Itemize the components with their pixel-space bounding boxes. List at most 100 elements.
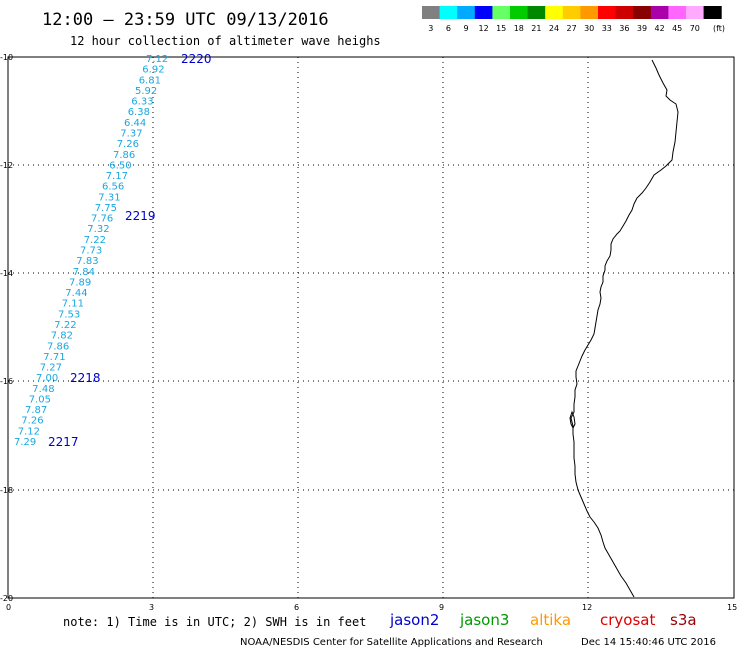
swh-value: 7.26 bbox=[117, 139, 139, 150]
x-tick-label: 12 bbox=[582, 603, 592, 612]
legend-swatch bbox=[598, 6, 617, 19]
credit-line: NOAA/NESDIS Center for Satellite Applica… bbox=[240, 637, 543, 648]
satellite-label-jason3: jason3 bbox=[459, 611, 509, 629]
y-tick-label: -18 bbox=[0, 486, 13, 495]
swh-value: 7.84 bbox=[73, 267, 95, 278]
swh-value: 7.00 bbox=[36, 373, 58, 384]
legend-label: 27 bbox=[567, 24, 577, 33]
legend-swatch bbox=[686, 6, 705, 19]
swh-value: 7.73 bbox=[80, 246, 102, 257]
swh-value: 7.71 bbox=[43, 352, 65, 363]
x-tick-label: 6 bbox=[294, 603, 299, 612]
swh-value: 7.82 bbox=[51, 331, 73, 342]
satellite-label-altika: altika bbox=[530, 611, 571, 629]
swh-value: 7.12 bbox=[18, 426, 40, 437]
swh-value: 7.48 bbox=[32, 384, 54, 395]
swh-value: 6.56 bbox=[102, 182, 124, 193]
swh-value: 7.05 bbox=[29, 394, 51, 405]
legend-label: 70 bbox=[690, 24, 700, 33]
swh-value: 7.12 bbox=[146, 54, 168, 65]
x-tick-label: 9 bbox=[439, 603, 444, 612]
satellite-label-jason2: jason2 bbox=[389, 611, 439, 629]
pass-id: 2220 bbox=[181, 52, 212, 66]
color-legend: 3 6 9 12 15 18 21 24 27 30 33 36 39 42 45 70 bbox=[422, 6, 722, 33]
map-title: 12:00 – 23:59 UTC 09/13/2016 bbox=[42, 10, 329, 30]
swh-value: 7.86 bbox=[47, 341, 69, 352]
swh-value: 7.32 bbox=[87, 224, 109, 235]
y-tick-label: -14 bbox=[0, 269, 13, 278]
legend-label: 9 bbox=[463, 24, 468, 33]
pass-id: 2218 bbox=[70, 371, 101, 385]
legend-label: 15 bbox=[496, 24, 506, 33]
legend-swatch bbox=[492, 6, 511, 19]
legend-label: 36 bbox=[619, 24, 629, 33]
satellite-label-cryosat: cryosat bbox=[600, 611, 655, 629]
legend-label: 12 bbox=[479, 24, 489, 33]
legend-label: 3 bbox=[428, 24, 433, 33]
timestamp: Dec 14 15:40:46 UTC 2016 bbox=[581, 637, 716, 648]
legend-swatch bbox=[703, 6, 722, 19]
swh-value: 6.81 bbox=[139, 75, 161, 86]
legend-label: 18 bbox=[514, 24, 524, 33]
y-tick-label: -20 bbox=[0, 594, 13, 603]
legend-swatch bbox=[510, 6, 529, 19]
swh-value: 7.87 bbox=[25, 405, 47, 416]
x-tick-label: 15 bbox=[727, 603, 737, 612]
swh-value: 7.29 bbox=[14, 437, 36, 448]
swh-value: 7.37 bbox=[120, 129, 142, 140]
swh-value: 7.31 bbox=[98, 192, 120, 203]
coastline-islet bbox=[569, 410, 576, 430]
pass-id: 2217 bbox=[48, 435, 79, 449]
swh-value: 7.83 bbox=[76, 256, 98, 267]
map-subtitle: 12 hour collection of altimeter wave hei… bbox=[70, 34, 381, 48]
pass-labels: 2220 2219 2218 2217 bbox=[48, 52, 212, 449]
legend-label: 6 bbox=[446, 24, 451, 33]
swh-value: 7.89 bbox=[69, 277, 91, 288]
satellite-legend: jason2 jason3 altika cryosat s3a bbox=[389, 611, 697, 629]
swh-value: 7.53 bbox=[58, 309, 80, 320]
legend-label: 42 bbox=[655, 24, 665, 33]
legend-swatch bbox=[545, 6, 564, 19]
legend-swatch bbox=[422, 6, 441, 19]
footer-note: note: 1) Time is in UTC; 2) SWH is in fe… bbox=[63, 615, 366, 629]
legend-swatch bbox=[457, 6, 476, 19]
swh-value: 7.11 bbox=[62, 299, 84, 310]
legend-swatch bbox=[633, 6, 652, 19]
x-tick-label: 3 bbox=[149, 603, 154, 612]
swh-value: 6.44 bbox=[124, 118, 146, 129]
x-tick-label: 0 bbox=[6, 603, 11, 612]
swh-value: 6.38 bbox=[128, 107, 150, 118]
legend-label: 21 bbox=[531, 24, 541, 33]
swh-value: 7.22 bbox=[84, 235, 106, 246]
legend-swatch bbox=[650, 6, 669, 19]
satellite-label-s3a: s3a bbox=[670, 611, 697, 629]
legend-swatch bbox=[439, 6, 458, 19]
y-tick-label: -16 bbox=[0, 377, 13, 386]
swh-value: 7.44 bbox=[65, 288, 87, 299]
swh-value: 7.26 bbox=[21, 416, 43, 427]
y-tick-label: -10 bbox=[0, 53, 13, 62]
legend-swatch bbox=[668, 6, 687, 19]
legend-label: 45 bbox=[672, 24, 682, 33]
gridlines bbox=[8, 57, 734, 598]
swh-value: 7.22 bbox=[54, 320, 76, 331]
legend-swatch bbox=[580, 6, 599, 19]
legend-swatch bbox=[562, 6, 581, 19]
swh-value: 6.50 bbox=[109, 160, 131, 171]
swh-value: 6.33 bbox=[131, 97, 153, 108]
legend-swatch bbox=[615, 6, 634, 19]
pass-id: 2219 bbox=[125, 209, 156, 223]
plot-border bbox=[7, 56, 735, 599]
plot-area: 7.126.926.815.926.336.386.447.377.267.86… bbox=[7, 52, 735, 599]
coastline bbox=[570, 59, 679, 598]
y-tick-label: -12 bbox=[0, 161, 13, 170]
legend-unit: (ft) bbox=[713, 24, 725, 33]
legend-label: 33 bbox=[602, 24, 612, 33]
swh-value: 7.76 bbox=[91, 214, 113, 225]
legend-label: 24 bbox=[549, 24, 559, 33]
swh-labels: 7.126.926.815.926.336.386.447.377.267.86… bbox=[14, 54, 168, 448]
swh-value: 7.86 bbox=[113, 150, 135, 161]
swh-value: 7.75 bbox=[95, 203, 117, 214]
legend-swatch bbox=[474, 6, 493, 19]
